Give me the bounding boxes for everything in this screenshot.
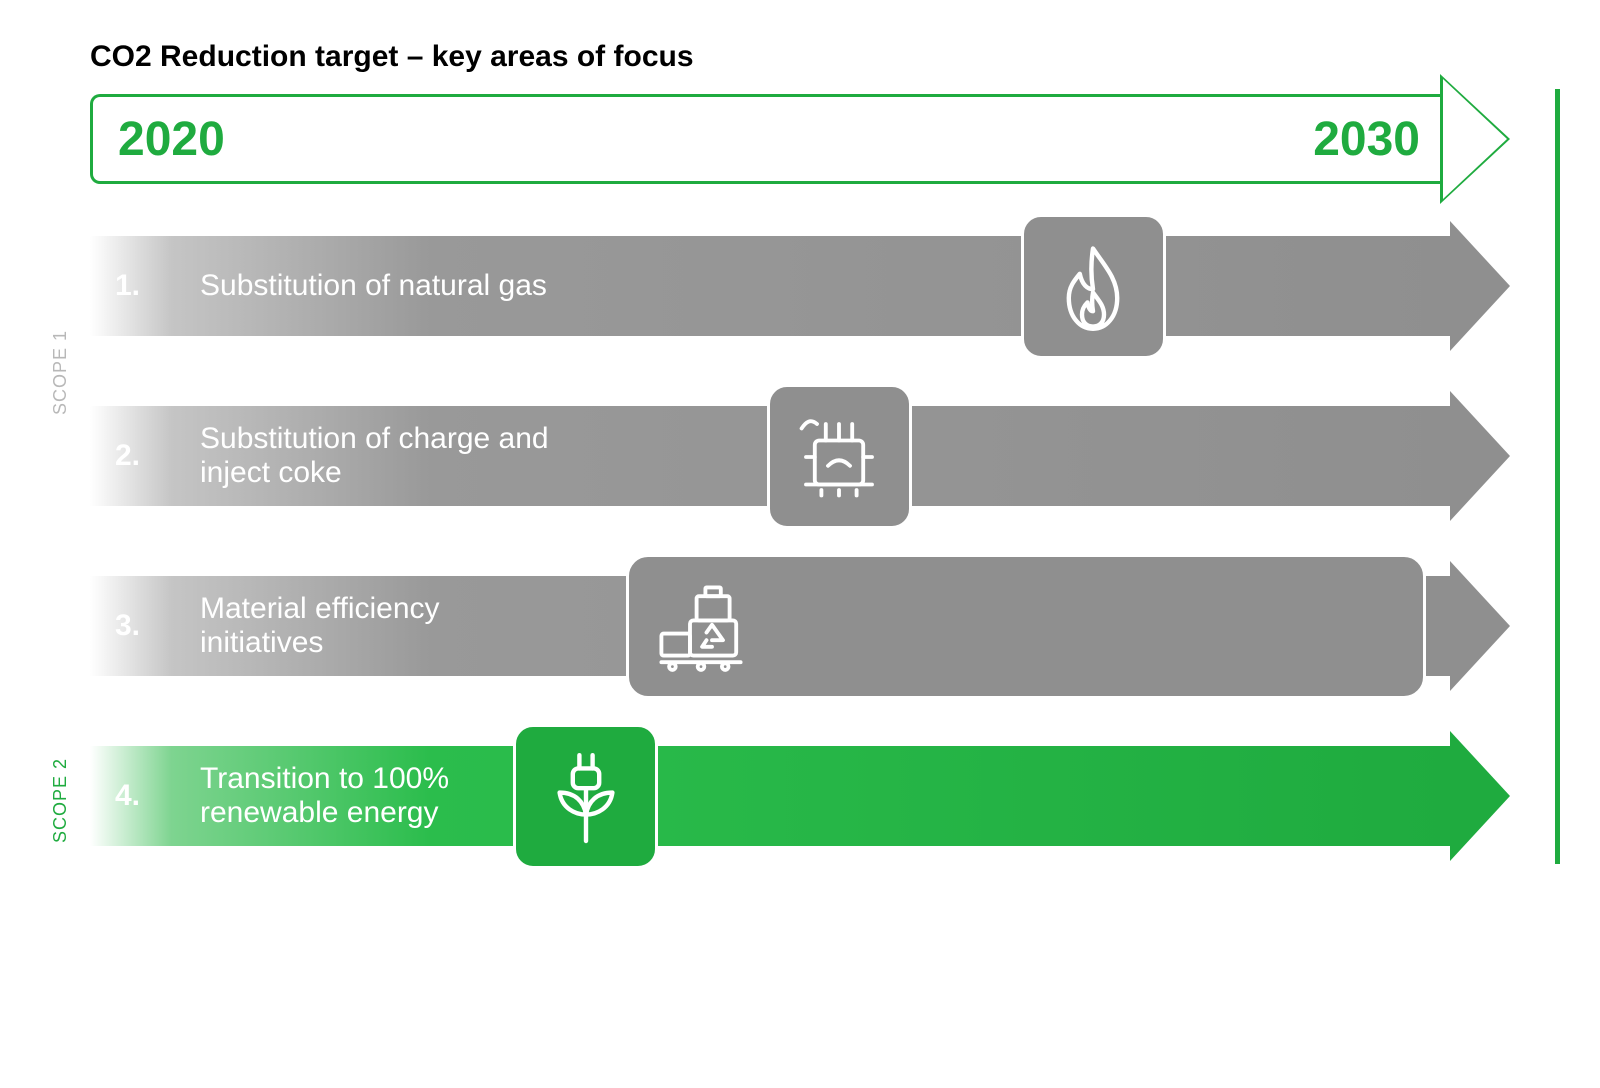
focus-row-3: 3.Material efficiencyinitiatives <box>90 564 1500 689</box>
focus-row-2: 2.Substitution of charge and inject coke <box>90 394 1500 519</box>
page-title: CO2 Reduction target – key areas of focu… <box>90 40 1500 74</box>
plug-leaf-icon <box>513 724 658 869</box>
row-number: 4. <box>115 779 200 813</box>
row-label: Transition to 100%renewable energy <box>200 762 449 831</box>
timeline-arrow: 2020 2030 <box>90 94 1500 184</box>
timeline-end-bar <box>1555 89 1560 864</box>
flame-icon <box>1021 214 1166 359</box>
furnace-icon <box>767 384 912 529</box>
scope-label: SCOPE 1 <box>50 330 71 415</box>
focus-row-4: 4.Transition to 100%renewable energy <box>90 734 1500 859</box>
timeline-end-year: 2030 <box>1313 112 1420 167</box>
row-label: Material efficiencyinitiatives <box>200 592 440 661</box>
recycle-machine-icon <box>626 554 1426 699</box>
row-number: 2. <box>115 439 200 473</box>
row-label: Substitution of charge and inject coke <box>200 422 620 491</box>
row-label: Substitution of natural gas <box>200 269 547 304</box>
scope-label: SCOPE 2 <box>50 758 71 843</box>
row-number: 3. <box>115 609 200 643</box>
diagram-container: 2020 2030 1.Substitution of natural gas 2… <box>90 94 1500 859</box>
timeline-start-year: 2020 <box>118 112 225 167</box>
row-number: 1. <box>115 269 200 303</box>
focus-row-1: 1.Substitution of natural gas <box>90 224 1500 349</box>
